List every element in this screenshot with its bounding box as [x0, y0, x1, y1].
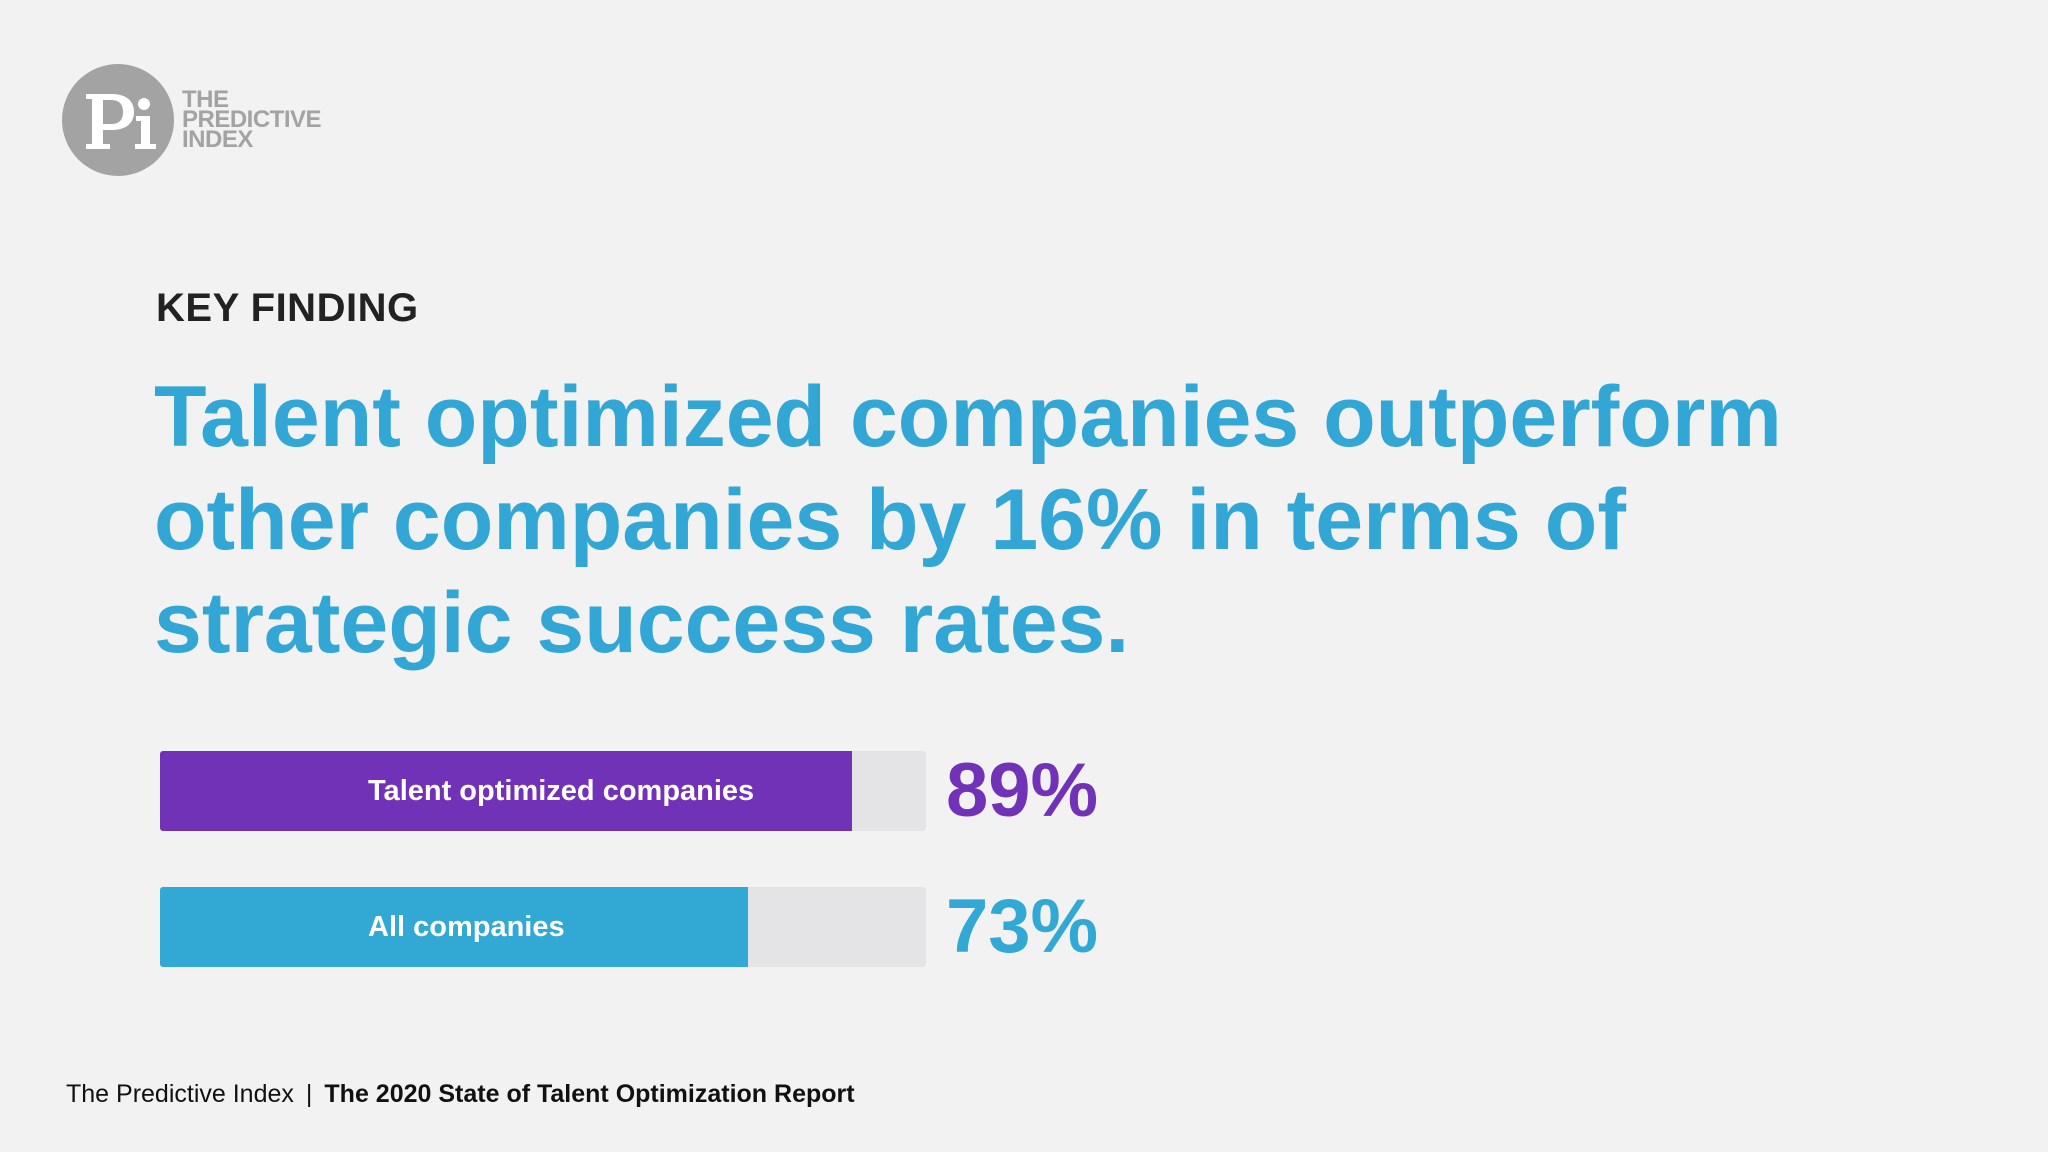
- bar-track: All companies: [160, 887, 926, 967]
- footer: The Predictive Index | The 2020 State of T…: [66, 1080, 855, 1109]
- footer-separator: |: [305, 1080, 313, 1108]
- key-finding-label: KEY FINDING: [156, 286, 419, 330]
- footer-source: The Predictive Index: [66, 1080, 294, 1108]
- bar-category-label: Talent optimized companies: [368, 775, 755, 807]
- headline: Talent optimized companies outperform ot…: [154, 369, 1782, 671]
- bar-fill: [160, 751, 852, 831]
- logo-wordmark: THE PREDICTIVE INDEX: [182, 86, 322, 153]
- logo-line-1: THE: [182, 86, 229, 113]
- brand-logo: THE PREDICTIVE INDEX: [62, 64, 322, 176]
- pi-monogram-icon: [86, 94, 156, 149]
- bar-category-label: All companies: [368, 911, 565, 943]
- logo-line-3: INDEX: [182, 126, 253, 153]
- bar-track: Talent optimized companies: [160, 751, 926, 831]
- bar-value-label: 73%: [946, 884, 1099, 969]
- bar-fill: [160, 887, 748, 967]
- bar-value-label: 89%: [946, 748, 1099, 833]
- pi-logo-icon: [62, 64, 174, 176]
- logo-line-2: PREDICTIVE: [182, 106, 322, 133]
- footer-report-title: The 2020 State of Talent Optimization Re…: [324, 1080, 855, 1108]
